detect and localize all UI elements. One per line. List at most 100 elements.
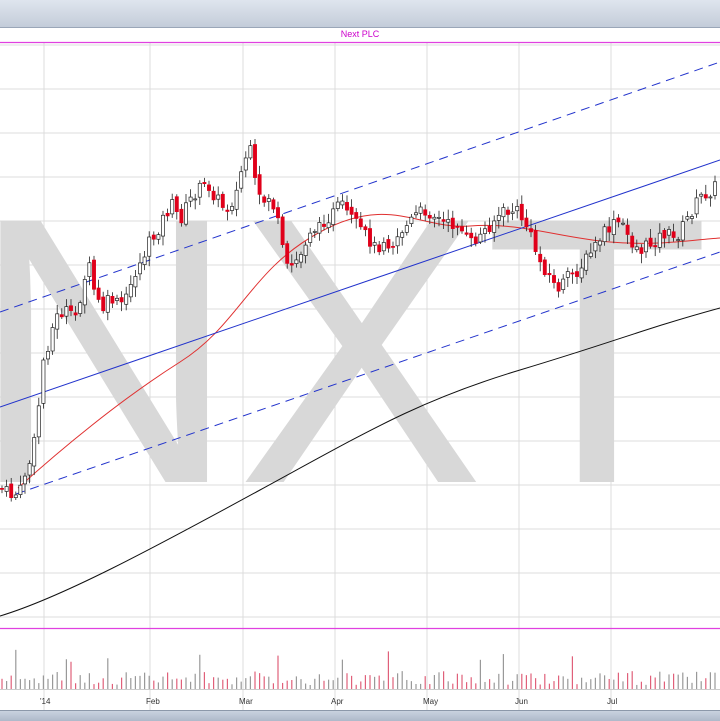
candle-body bbox=[41, 359, 46, 404]
candle-body bbox=[193, 198, 198, 201]
candle-body bbox=[234, 189, 239, 210]
volume-bar bbox=[484, 681, 486, 689]
volume-bar bbox=[314, 678, 316, 689]
candle-body bbox=[50, 327, 55, 352]
volume-bar bbox=[328, 679, 330, 689]
candle-body bbox=[211, 190, 216, 201]
volume-bar bbox=[65, 659, 67, 689]
candle-body bbox=[220, 193, 225, 208]
candle-body bbox=[101, 296, 106, 312]
volume-bar bbox=[443, 671, 445, 689]
candle-body bbox=[230, 206, 234, 211]
candle-body bbox=[239, 171, 244, 189]
volume-bar bbox=[249, 676, 251, 689]
volume-bar bbox=[608, 678, 610, 689]
volume-bar bbox=[282, 682, 284, 689]
volume-bar bbox=[507, 684, 509, 689]
volume-bar bbox=[562, 676, 564, 689]
volume-bar bbox=[98, 682, 100, 689]
volume-bar bbox=[130, 678, 132, 689]
candle-body bbox=[418, 206, 423, 214]
candle-body bbox=[133, 276, 138, 288]
candle-body bbox=[128, 284, 133, 298]
candle-body bbox=[657, 232, 662, 248]
volume-bar bbox=[401, 671, 403, 689]
volume-bar bbox=[217, 677, 219, 689]
volume-bar bbox=[489, 679, 491, 689]
volume-bar bbox=[447, 681, 449, 689]
volume-bar bbox=[15, 649, 17, 689]
volume-bar bbox=[709, 672, 711, 689]
candle-body bbox=[248, 145, 253, 159]
candle-body bbox=[326, 222, 331, 229]
candle-body bbox=[308, 232, 313, 243]
volume-bar bbox=[171, 679, 173, 689]
candle-body bbox=[110, 296, 115, 304]
candle-body bbox=[0, 488, 4, 490]
candle-body bbox=[138, 262, 142, 275]
candle-body bbox=[538, 253, 543, 263]
volume-bar bbox=[668, 674, 670, 689]
volume-bar bbox=[351, 675, 353, 689]
volume-bar bbox=[254, 671, 256, 689]
volume-bar bbox=[673, 673, 675, 689]
candle-body bbox=[124, 293, 129, 305]
volume-bar bbox=[392, 677, 394, 689]
candle-body bbox=[561, 278, 566, 290]
volume-bar bbox=[52, 674, 54, 689]
candle-body bbox=[423, 209, 428, 216]
volume-bar bbox=[144, 672, 146, 689]
volume-bar bbox=[309, 684, 311, 689]
candle-body bbox=[542, 259, 547, 275]
candle-body bbox=[184, 202, 188, 225]
volume-bar bbox=[397, 673, 399, 689]
indicator-lines bbox=[0, 61, 720, 617]
volume-bar bbox=[590, 679, 592, 689]
volume-bar bbox=[10, 675, 12, 689]
volume-bar bbox=[38, 683, 40, 689]
candle-body bbox=[414, 212, 418, 216]
candle-body bbox=[450, 217, 455, 229]
candle-body bbox=[243, 157, 248, 171]
candle-body bbox=[257, 174, 262, 195]
volume-bar bbox=[576, 684, 578, 689]
volume-bar bbox=[33, 678, 35, 689]
candle-body bbox=[207, 184, 211, 191]
volume-bar bbox=[139, 675, 141, 689]
volume-bar bbox=[663, 681, 665, 689]
candle-body bbox=[533, 230, 538, 252]
candle-body bbox=[216, 194, 221, 200]
candle-body bbox=[694, 197, 699, 215]
candle-body bbox=[492, 220, 497, 233]
candle-body bbox=[524, 217, 529, 228]
volume-bar bbox=[627, 673, 629, 689]
volume-bar bbox=[346, 673, 348, 689]
candle-body bbox=[575, 271, 579, 277]
volume-bar bbox=[438, 672, 440, 689]
volume-bar bbox=[1, 678, 3, 689]
volume-bar bbox=[19, 679, 21, 689]
volume-bar bbox=[70, 661, 72, 689]
candle-body bbox=[607, 226, 612, 233]
volume-bar bbox=[337, 677, 339, 689]
grid-lines bbox=[0, 41, 720, 710]
candle-body bbox=[59, 314, 64, 318]
volume-bar bbox=[157, 682, 159, 689]
volume-bar bbox=[185, 677, 187, 689]
volume-bar bbox=[286, 680, 288, 689]
candle-body bbox=[441, 219, 446, 222]
volume-bar bbox=[650, 675, 652, 689]
volume-bar bbox=[387, 651, 389, 689]
x-tick-label: May bbox=[423, 697, 438, 706]
candle-body bbox=[547, 273, 552, 276]
candle-body bbox=[27, 463, 32, 476]
volume-bar bbox=[300, 679, 302, 689]
scroll-bar[interactable] bbox=[0, 710, 720, 721]
volume-bar bbox=[571, 656, 573, 689]
candle-body bbox=[354, 212, 359, 219]
candle-body bbox=[299, 254, 303, 263]
volume-bar bbox=[24, 678, 26, 689]
volume-bar bbox=[107, 658, 109, 689]
volume-bar bbox=[56, 672, 58, 689]
